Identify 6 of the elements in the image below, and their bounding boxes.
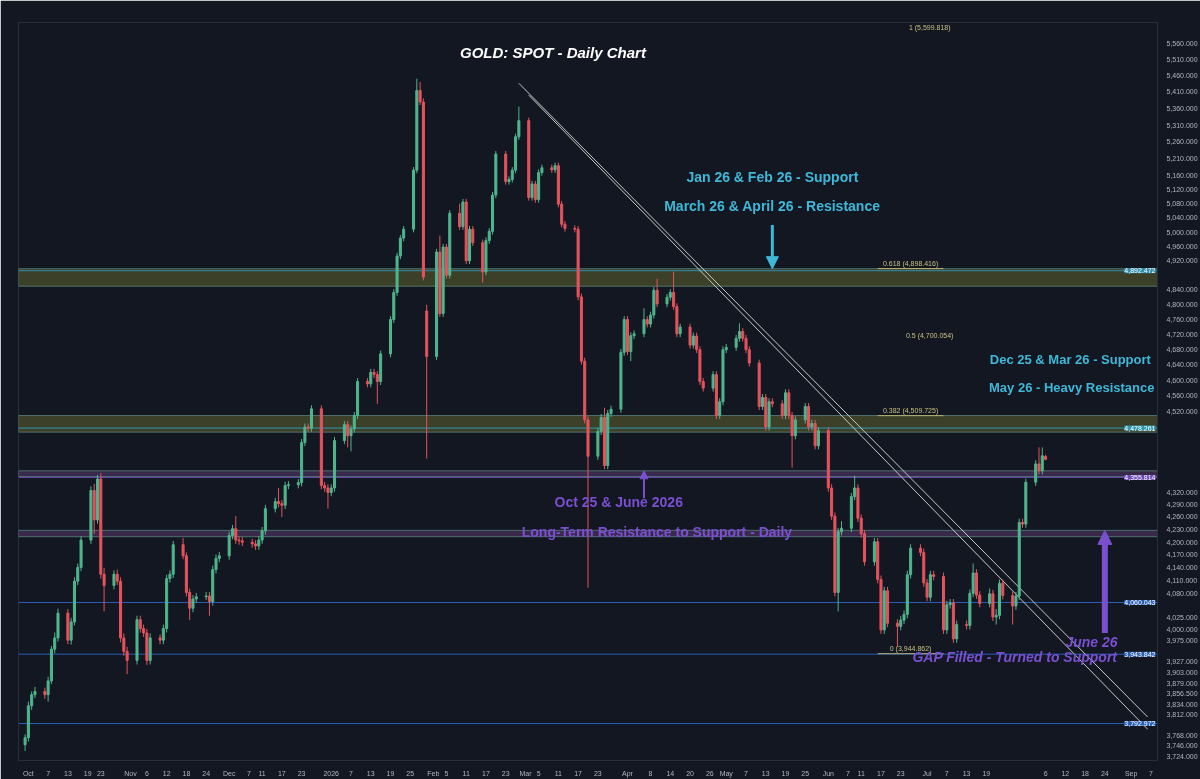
- text: GOLD: SPOT - Daily Chart: [460, 44, 647, 62]
- annotation: March 26 & April 26 - Resistance: [664, 197, 881, 214]
- annotation: Dec 25 & Mar 26 - Support: [989, 352, 1152, 368]
- annotation: Long-Term Resistance to Support - Daily: [521, 523, 793, 540]
- annotation: May 26 - Heavy Resistance: [989, 380, 1155, 396]
- annotation: Jan 26 & Feb 26 - Support: [686, 169, 859, 186]
